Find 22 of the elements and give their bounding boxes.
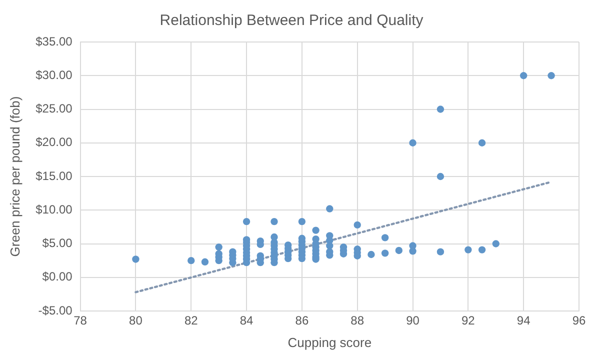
y-tick-label: $20.00 [36,135,73,150]
chart-title: Relationship Between Price and Quality [160,12,424,30]
y-tick-label: $35.00 [36,34,73,48]
x-tick-label: 80 [129,314,143,328]
y-tick-label: $0.00 [42,270,73,284]
y-tick-label: $5.00 [42,236,73,250]
x-tick-label: 84 [240,314,254,328]
y-tick-label: $10.00 [36,202,73,216]
x-tick-label: 96 [572,314,586,328]
x-tick-label: 82 [184,314,198,328]
y-tick-label: -$5.00 [38,303,73,318]
x-tick-label: 92 [462,314,476,328]
x-axis-title: Cupping score [288,334,372,350]
x-tick-label: 94 [516,314,531,328]
x-tick-label: 86 [295,314,309,328]
x-tick-label: 88 [350,314,364,328]
y-axis-title: Green price per pound (fob) [7,96,22,257]
y-tick-label: $30.00 [36,68,73,82]
x-tick-label: 90 [406,314,420,328]
x-tick-label: 78 [74,314,88,328]
y-tick-label: $15.00 [36,168,73,183]
y-tick-label: $25.00 [36,102,73,116]
